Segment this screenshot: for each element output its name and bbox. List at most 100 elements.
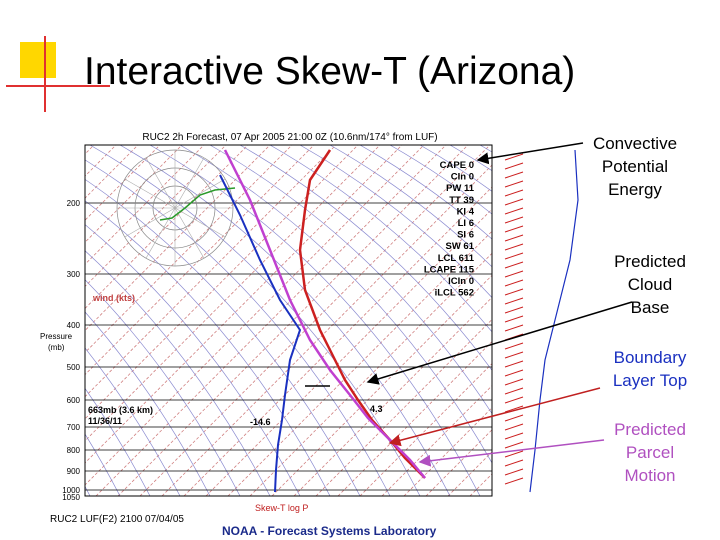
wind-barb: [504, 405, 524, 413]
wind-barb: [504, 351, 524, 359]
wind-barb: [504, 423, 524, 431]
adiabat: [179, 145, 492, 464]
isotherm: [381, 385, 492, 496]
pressure-label: 500: [67, 363, 81, 372]
adiabat: [85, 347, 181, 496]
pressure-label: 400: [67, 321, 81, 330]
slide-title: Interactive Skew-T (Arizona): [84, 50, 576, 93]
adiabat: [269, 145, 492, 333]
adiabat: [85, 178, 361, 496]
wind-barb: [504, 252, 524, 260]
temperature-profile: [298, 149, 426, 479]
stability-index: iLCL 562: [435, 288, 474, 299]
annotation-line: Convective: [592, 134, 678, 153]
stability-index: LCL 611: [438, 253, 475, 264]
stability-index: SW 61: [445, 241, 474, 252]
wind-label: wind (kts): [92, 293, 135, 303]
isotherm: [249, 252, 492, 496]
isotherm: [205, 208, 492, 496]
annotation-line: Predicted: [614, 420, 686, 439]
wind-barb: [504, 306, 524, 314]
isotherm: [85, 145, 337, 398]
wind-barb: [504, 243, 524, 251]
adiabat: [85, 433, 121, 496]
adiabat: [0, 145, 30, 496]
wind-barb: [504, 171, 524, 179]
temp-label: 4.3: [370, 404, 383, 414]
wind-barb: [504, 432, 524, 440]
wind-barb: [504, 360, 524, 368]
wind-barb: [504, 153, 524, 161]
legend-label: Skew-T log P: [255, 503, 308, 513]
isotherm: [425, 429, 492, 496]
wind-barb: [504, 369, 524, 377]
hodograph-spoke: [174, 157, 205, 209]
wind-barb: [504, 459, 524, 467]
arrow: [388, 387, 601, 447]
hodograph-spoke: [174, 207, 226, 238]
wind-barb: [504, 324, 524, 332]
wind-barb: [504, 342, 524, 350]
adiabat: [149, 145, 481, 496]
wind-barb: [504, 180, 524, 188]
annotation-line: Boundary: [613, 348, 687, 367]
footer-left: RUC2 LUF(F2) 2100 07/04/05: [50, 514, 184, 525]
hodograph-spoke: [145, 207, 176, 259]
hodograph-trace: [159, 187, 236, 221]
isotherm: [0, 145, 72, 496]
stability-index: SI 6: [457, 230, 474, 241]
pressure-label: 600: [67, 396, 81, 405]
wind-barb: [504, 450, 524, 458]
isotherm: [0, 145, 50, 496]
frame: [84, 144, 493, 497]
arrow: [366, 301, 633, 385]
isotherm: [85, 145, 227, 287]
isotherm: [139, 145, 491, 496]
adiabat: [89, 145, 421, 496]
axis-label: Pressure: [40, 332, 73, 341]
adiabat: [329, 145, 492, 268]
isotherm: [85, 145, 161, 221]
annotation-line: Potential: [601, 157, 669, 176]
adiabat: [359, 145, 492, 240]
annotation: Predicted Cloud Base: [595, 250, 705, 319]
isotherm: [85, 145, 403, 464]
axis-label: (mb): [48, 343, 65, 352]
hodograph-spoke: [174, 207, 205, 259]
skew-t-header: RUC2 2h Forecast, 07 Apr 2005 21:00 0Z (…: [142, 132, 437, 143]
adiabat: [0, 145, 60, 496]
adiabat: [85, 200, 331, 496]
wind-barb: [504, 396, 524, 404]
adiabat: [299, 145, 492, 299]
wind-barb: [504, 270, 524, 278]
temp-label: -14.6: [250, 417, 271, 427]
adiabat: [419, 145, 492, 192]
annotation-line: Energy: [608, 180, 662, 199]
adiabat: [85, 224, 301, 496]
hodograph-spoke: [124, 178, 176, 209]
wind-barb: [504, 216, 524, 224]
isotherm: [293, 296, 492, 496]
isotherm: [85, 145, 425, 486]
pressure-label: 1000: [62, 486, 80, 495]
annotation: Convective Potential Energy: [580, 132, 690, 201]
wind-barb: [504, 288, 524, 296]
isotherm: [359, 363, 492, 496]
isotherm: [85, 145, 359, 420]
stability-index: LI 6: [458, 218, 474, 229]
isotherm: [161, 164, 492, 496]
stability-index: LCAPE 115: [424, 264, 475, 275]
pressure-label: 300: [67, 270, 81, 279]
stability-index: PW 11: [446, 183, 475, 194]
footer: NOAA - Forecast Systems Laboratory: [222, 524, 437, 538]
adiabat: [85, 250, 271, 496]
pressure-label: 200: [67, 199, 81, 208]
adiabat: [85, 279, 241, 496]
parcel-info: 11/36/11: [88, 416, 122, 426]
isotherm: [183, 186, 492, 496]
annotation-line: Layer Top: [612, 371, 688, 390]
adiabat: [119, 145, 451, 496]
